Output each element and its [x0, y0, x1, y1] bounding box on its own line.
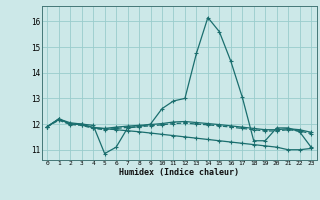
X-axis label: Humidex (Indice chaleur): Humidex (Indice chaleur) [119, 168, 239, 177]
